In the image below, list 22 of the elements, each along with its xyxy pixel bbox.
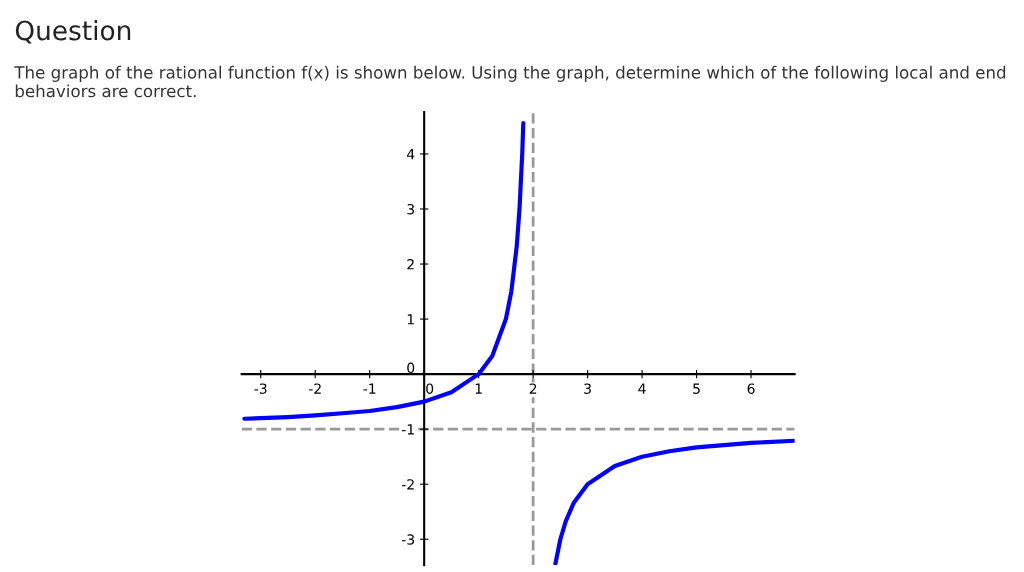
x-tick-label: 3 [584, 383, 591, 394]
chart-subtitle: The graph of the rational function f(x) is shown below. Using the graph, determine which of the following local and end behaviors are correct. [14, 65, 1006, 98]
x-tick-label: -3 [254, 383, 267, 394]
x-tick-label: 2 [529, 383, 537, 394]
y-tick-label: 1 [407, 314, 414, 325]
chart-title: Question [15, 20, 131, 44]
y-tick-label: 3 [407, 203, 415, 215]
y-tick-label: -2 [401, 479, 414, 490]
x-tick-label: 5 [693, 383, 700, 394]
y-tick-label: -3 [401, 534, 415, 545]
y-tick-label: 4 [406, 149, 415, 160]
line-series [553, 438, 795, 566]
x-tick-label: -1 [363, 383, 376, 394]
x-tick-label: 1 [475, 383, 482, 394]
x-tick-label: 4 [638, 383, 646, 394]
x-tick-label: -2 [308, 383, 321, 394]
line-series [242, 121, 526, 421]
y-tick-label: 0 [407, 362, 415, 374]
y-tick-label: 2 [407, 259, 414, 270]
x-tick-label: 0 [426, 383, 434, 394]
x-tick-label: 6 [747, 383, 755, 394]
y-tick-label: -1 [401, 424, 414, 435]
